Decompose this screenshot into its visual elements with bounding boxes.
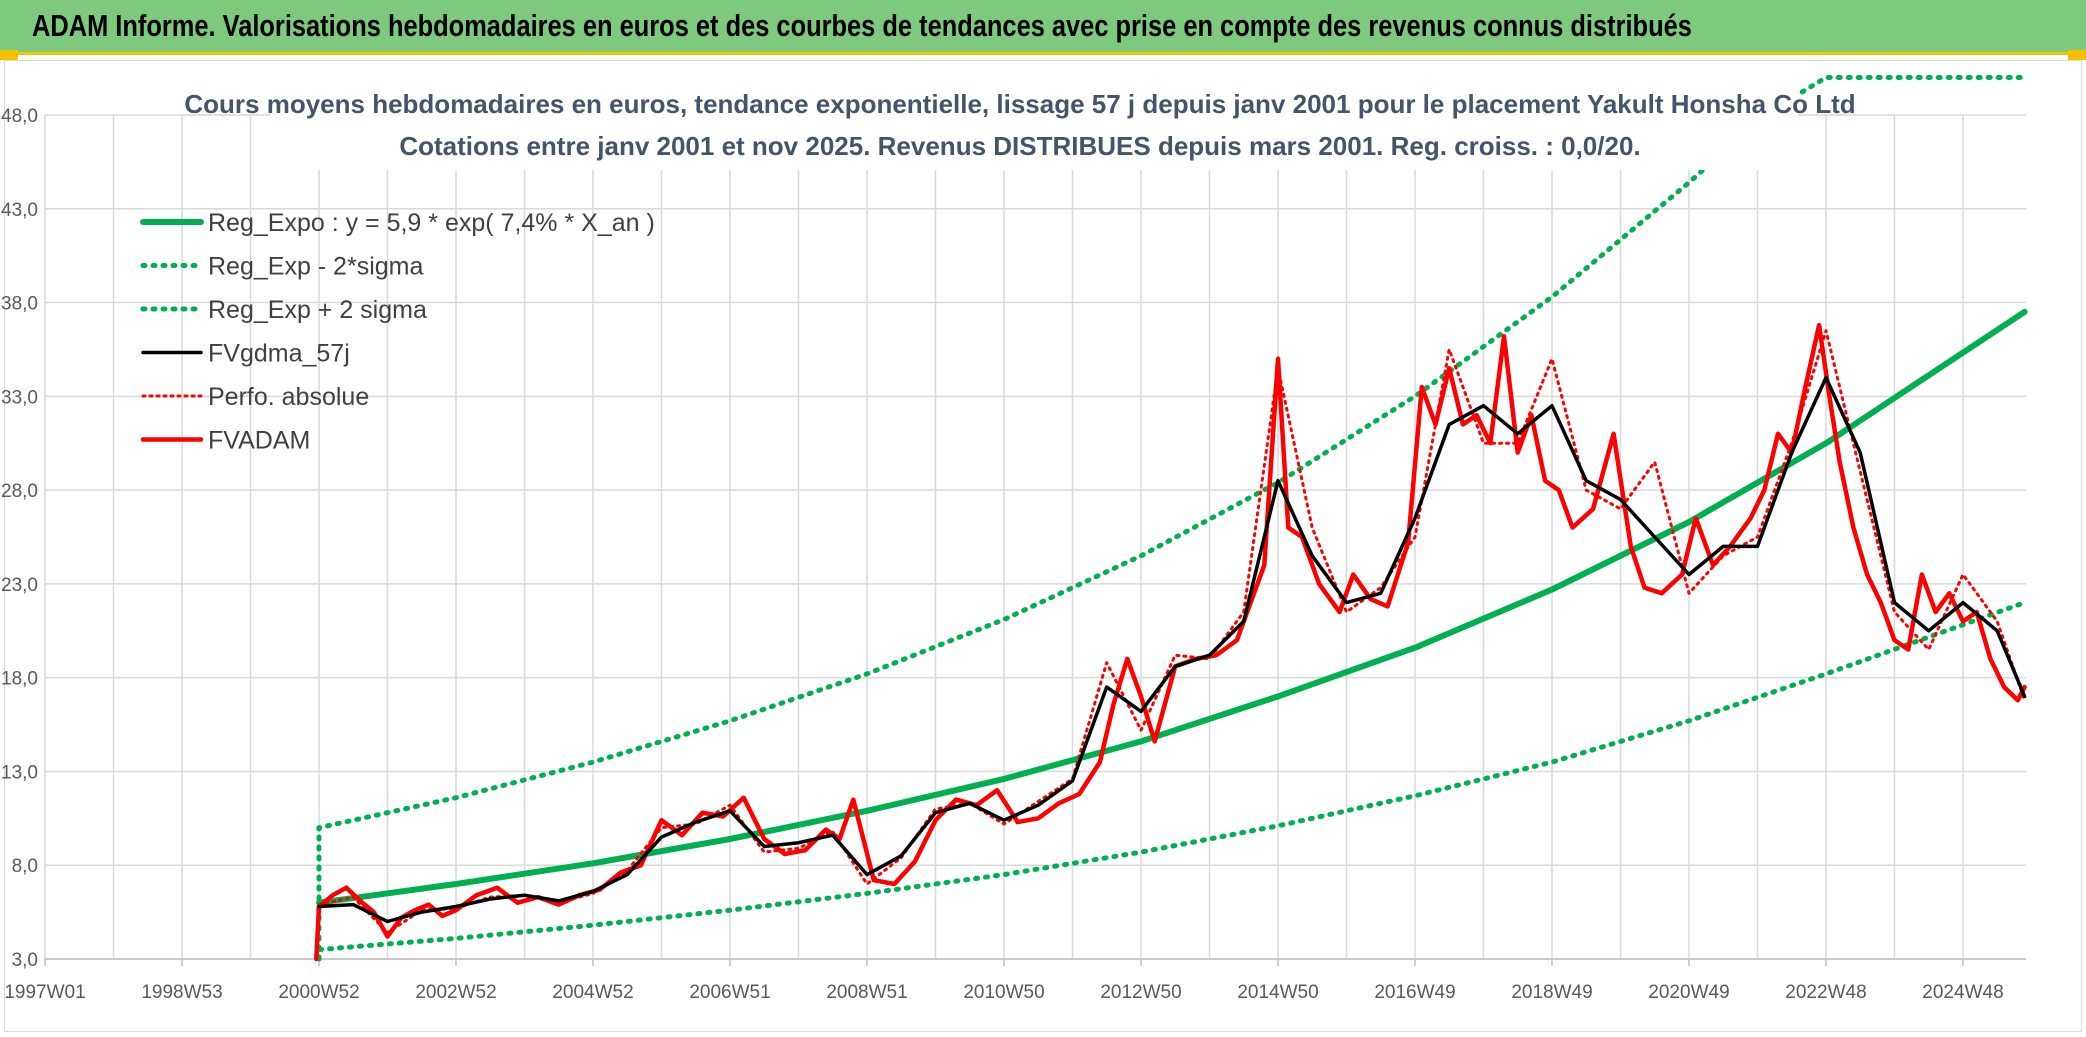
y-tick-label: 23,0 [1,575,38,596]
legend-label: Reg_Expo : y = 5,9 * exp( 7,4% * X_an ) [208,209,655,237]
banner-corner-left [0,50,18,60]
legend-label: FVgdma_57j [208,340,350,368]
y-tick-label: 28,0 [1,481,38,502]
x-tick-label: 2012W50 [1100,982,1181,1003]
x-tick-label: 1997W01 [4,982,85,1003]
legend-label: FVADAM [208,427,310,455]
x-tick-label: 2000W52 [278,982,359,1003]
y-tick-label: 43,0 [1,200,38,221]
y-tick-label: 18,0 [1,669,38,690]
series-line-0 [316,308,2028,906]
x-tick-label: 2020W49 [1648,982,1729,1003]
chart-subtitle: Cotations entre janv 2001 et nov 2025. R… [399,131,1640,161]
chart-title-background [270,84,1798,170]
y-tick-label: 13,0 [1,762,38,783]
y-tick-label: 8,0 [12,856,38,877]
legend: Reg_Expo : y = 5,9 * exp( 7,4% * X_an ) R… [140,209,655,455]
x-tick-label: 2008W51 [826,982,907,1003]
report-banner: ADAM Informe. Valorisations hebdomadaire… [0,0,2086,55]
report-title: ADAM Informe. Valorisations hebdomadaire… [32,8,1692,43]
x-tick-label: 2010W50 [963,982,1044,1003]
x-tick-label: 2018W49 [1511,982,1592,1003]
chart-title: Cours moyens hebdomadaires en euros, ten… [184,89,1855,119]
series-line-4 [317,329,2027,935]
legend-label: Perfo. absolue [208,383,369,411]
series-line-1 [316,600,2028,962]
legend-label: Reg_Exp - 2*sigma [208,253,423,281]
x-axis: 1997W01 1998W53 2000W52 2002W52 2004W52 2006W… [4,958,2026,1003]
x-tick-label: 2022W48 [1785,982,1866,1003]
y-tick-label: 48,0 [1,106,38,127]
y-tick-label: 3,0 [12,950,38,971]
y-axis: 3,0 8,0 13,0 18,0 23,0 28,0 33,0 38,0 43,0 48,0 [1,106,38,971]
x-tick-label: 2016W49 [1374,982,1455,1003]
x-tick-label: 2014W50 [1237,982,1318,1003]
x-tick-label: 2024W48 [1922,982,2003,1003]
x-tick-label: 1998W53 [141,982,222,1003]
x-tick-label: 2004W52 [552,982,633,1003]
x-tick-label: 2006W51 [689,982,770,1003]
legend-label: Reg_Exp + 2 sigma [208,296,427,324]
series-line-3 [317,375,2027,924]
banner-corner-right [2068,50,2086,60]
y-tick-label: 38,0 [1,294,38,315]
gridlines [44,114,2026,960]
chart-area-border [4,60,2082,1032]
x-tick-label: 2002W52 [415,982,496,1003]
y-tick-label: 33,0 [1,387,38,408]
